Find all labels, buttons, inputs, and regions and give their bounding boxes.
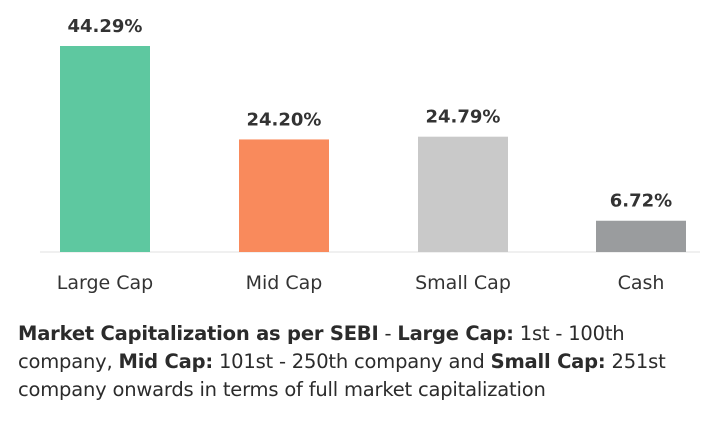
category-label-cash: Cash bbox=[618, 272, 665, 294]
caption-heading: Market Capitalization as per SEBI bbox=[18, 322, 379, 345]
bar-cash bbox=[596, 220, 686, 252]
value-label-cash: 6.72% bbox=[610, 191, 672, 212]
caption-text-3: 101st - 250th company and bbox=[212, 350, 491, 373]
caption-small-cap-label: Small Cap: bbox=[490, 350, 606, 373]
bar-mid-cap bbox=[239, 139, 329, 252]
chart-caption: Market Capitalization as per SEBI - Larg… bbox=[18, 320, 718, 404]
caption-text-1: - bbox=[378, 322, 398, 345]
category-label-mid-cap: Mid Cap bbox=[246, 272, 323, 294]
bar-large-cap bbox=[60, 46, 150, 252]
market-cap-bar-chart: 44.29% 24.20% 24.79% 6.72% Large Cap Mid Cap… bbox=[40, 16, 700, 294]
category-label-large-cap: Large Cap bbox=[57, 272, 153, 294]
caption-mid-cap-label: Mid Cap: bbox=[118, 350, 213, 373]
bar-small-cap bbox=[418, 136, 508, 252]
value-label-large-cap: 44.29% bbox=[68, 16, 143, 37]
category-label-small-cap: Small Cap bbox=[415, 272, 511, 294]
caption-text-2: 1st - 100th company, bbox=[18, 322, 625, 373]
value-label-small-cap: 24.79% bbox=[426, 107, 501, 128]
value-label-mid-cap: 24.20% bbox=[247, 109, 322, 130]
caption-text-4: 251st company onwards in terms of full m… bbox=[18, 350, 666, 401]
caption-large-cap-label: Large Cap: bbox=[397, 322, 514, 345]
